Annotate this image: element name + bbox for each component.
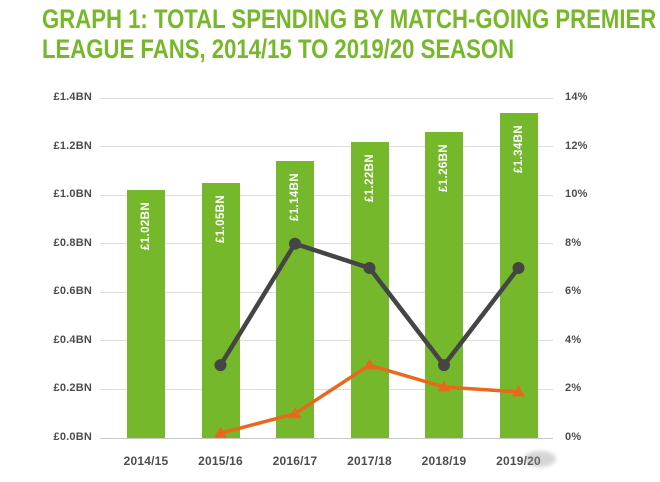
bar-value-label: £1.26BN: [438, 143, 450, 193]
chart-title-line2: LEAGUE FANS, 2014/15 TO 2019/20 SEASON: [42, 33, 515, 64]
right-axis-tick: 2%: [565, 382, 582, 395]
right-axis-tick: 0%: [565, 431, 582, 443]
left-axis-tick: £1.0BN: [53, 188, 92, 201]
x-axis-label-2014-15: 2014/15: [123, 454, 169, 468]
bar-2014-15: £1.02BN: [127, 190, 165, 438]
baseline-gridline: [100, 437, 553, 439]
bar-2015-16: £1.05BN: [201, 183, 240, 438]
gridline: [100, 243, 553, 245]
gridline: [100, 388, 553, 390]
left-axis-tick: £0.4BN: [53, 333, 92, 346]
right-axis-tick: 6%: [565, 285, 582, 298]
bar-value-label: £1.02BN: [140, 202, 152, 251]
right-axis-tick: 10%: [565, 188, 588, 201]
bar-2017-18: £1.22BN: [350, 141, 389, 438]
x-axis-label-2016-17: 2016/17: [272, 454, 318, 468]
bar-2019-20: £1.34BN: [499, 112, 538, 438]
left-axis-tick: £1.4BN: [53, 91, 92, 103]
left-axis-tick: £0.6BN: [53, 285, 92, 298]
bar-value-label: £1.14BN: [289, 173, 301, 222]
x-axis-label-2019-20: 2019/20: [496, 454, 541, 468]
gridline: [100, 194, 553, 196]
bar-value-label: £1.05BN: [214, 194, 227, 244]
x-axis-label-2018-19: 2018/19: [421, 454, 467, 468]
gridline: [100, 97, 553, 99]
right-axis-tick: 4%: [565, 333, 582, 346]
chart-title-text: GRAPH 1: TOTAL SPENDING BY MATCH-GOING P…: [42, 4, 657, 64]
x-axis-label-2015-16: 2015/16: [198, 454, 243, 468]
bar-value-label: £1.34BN: [512, 124, 525, 173]
left-axis-tick: £0.0BN: [53, 431, 92, 443]
smudge-artifact: [524, 451, 556, 467]
right-axis-tick: 12%: [565, 139, 588, 152]
left-axis-tick: £0.8BN: [53, 236, 92, 249]
chart-title-line1: GRAPH 1: TOTAL SPENDING BY MATCH-GOING P…: [42, 4, 657, 34]
bar-2016-17: £1.14BN: [276, 161, 314, 438]
gridline: [100, 340, 553, 342]
right-axis-tick: 8%: [565, 236, 582, 249]
chart-title: GRAPH 1: TOTAL SPENDING BY MATCH-GOING P…: [42, 4, 660, 64]
gridline: [100, 146, 553, 148]
left-axis-tick: £1.2BN: [53, 139, 92, 152]
bar-value-label: £1.22BN: [363, 153, 376, 202]
right-axis-tick: 14%: [565, 91, 588, 103]
bar-2018-19: £1.26BN: [425, 132, 463, 438]
left-axis-tick: £0.2BN: [53, 382, 92, 395]
gridline: [100, 291, 553, 293]
x-axis-label-2017-18: 2017/18: [347, 454, 392, 468]
